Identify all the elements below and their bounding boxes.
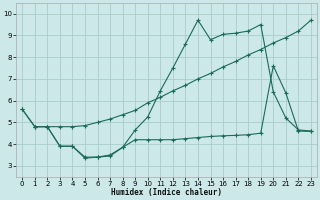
- X-axis label: Humidex (Indice chaleur): Humidex (Indice chaleur): [111, 188, 222, 197]
